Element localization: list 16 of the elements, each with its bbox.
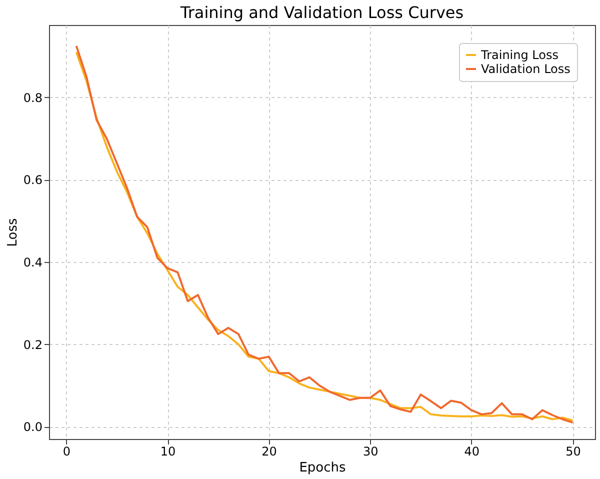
y-axis-title: Loss [5, 218, 20, 247]
y-tick-label: 0.4 [23, 256, 42, 270]
chart-title: Training and Validation Loss Curves [179, 3, 464, 22]
y-tick-label: 0.6 [23, 173, 42, 188]
y-tick-label: 0.8 [23, 90, 42, 105]
x-tick-label: 50 [566, 444, 581, 458]
x-tick-label: 30 [362, 444, 378, 458]
x-axis-title: Epochs [299, 460, 346, 476]
y-tick-label: 0.0 [23, 420, 42, 434]
y-tick-label: 0.2 [23, 338, 42, 352]
x-tick-label: 0 [62, 444, 71, 458]
x-tick-label: 20 [262, 444, 277, 458]
legend-label: Training Loss [480, 48, 558, 62]
x-tick-label: 10 [160, 444, 176, 458]
x-tick-label: 40 [464, 444, 480, 458]
legend-label: Validation Loss [481, 62, 570, 76]
